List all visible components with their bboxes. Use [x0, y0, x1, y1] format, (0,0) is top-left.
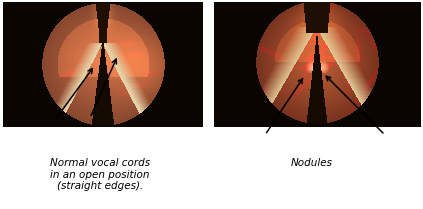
Text: Nodules: Nodules [291, 158, 333, 168]
Text: Normal vocal cords
in an open position
(straight edges).: Normal vocal cords in an open position (… [50, 158, 150, 191]
